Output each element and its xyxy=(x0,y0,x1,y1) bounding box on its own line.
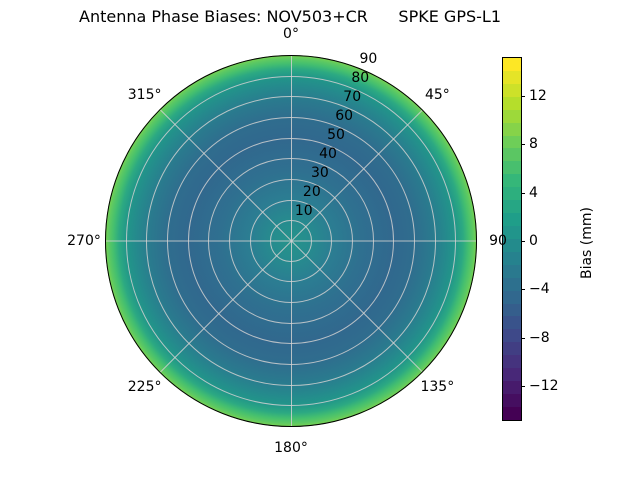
radial-tick-label: 10 xyxy=(294,202,313,219)
angular-tick-label: 135° xyxy=(420,379,455,396)
colorbar-band xyxy=(503,174,521,188)
colorbar-tick xyxy=(521,289,525,291)
colorbar-band xyxy=(503,148,521,162)
colorbar-band xyxy=(503,316,521,330)
colorbar-band xyxy=(503,277,521,291)
page-title: Antenna Phase Biases: NOV503+CR SPKE GPS… xyxy=(79,7,501,26)
colorbar-tick xyxy=(521,144,525,146)
angular-tick-label: 90 xyxy=(489,233,507,249)
colorbar-band xyxy=(503,200,521,214)
colorbar-axis-label: Bias (mm) xyxy=(579,206,595,280)
colorbar-band xyxy=(503,109,521,123)
colorbar-band xyxy=(503,225,521,239)
colorbar-band xyxy=(503,406,521,420)
grid-circle xyxy=(125,75,457,407)
colorbar-band xyxy=(503,303,521,317)
colorbar-band xyxy=(503,355,521,369)
colorbar-tick-label: 0 xyxy=(529,233,538,250)
radial-tick-label: 80 xyxy=(351,69,370,86)
angular-tick-label: 45° xyxy=(424,86,450,103)
radial-tick-label: 70 xyxy=(343,88,362,105)
colorbar-band xyxy=(503,393,521,407)
colorbar-band xyxy=(503,161,521,175)
colorbar-band xyxy=(503,122,521,136)
colorbar-band xyxy=(503,135,521,149)
colorbar-tick xyxy=(521,241,525,243)
polar-disk xyxy=(105,55,477,427)
colorbar-band xyxy=(503,264,521,278)
colorbar-band xyxy=(503,96,521,110)
colorbar-band xyxy=(503,368,521,382)
colorbar-tick-label: 12 xyxy=(529,87,547,104)
colorbar-band xyxy=(503,238,521,252)
colorbar-band xyxy=(503,290,521,304)
radial-tick-label: 40 xyxy=(319,145,337,162)
radial-tick-label: 30 xyxy=(310,164,329,181)
radial-tick-label: 50 xyxy=(327,126,345,143)
colorbar-tick xyxy=(521,192,525,194)
colorbar-band xyxy=(503,187,521,201)
angular-tick-label: 270° xyxy=(67,233,101,249)
colorbar-tick xyxy=(521,386,525,388)
colorbar-tick-label: 4 xyxy=(529,184,538,201)
angular-tick-label: 315° xyxy=(127,86,162,103)
colorbar-tick-label: −4 xyxy=(529,281,550,298)
colorbar-band xyxy=(503,342,521,356)
angular-tick-label: 0° xyxy=(283,26,299,42)
colorbar-band xyxy=(503,70,521,84)
colorbar-band xyxy=(503,381,521,394)
angular-tick-label: 225° xyxy=(127,379,162,396)
colorbar-tick xyxy=(521,95,525,97)
radial-tick-label: 60 xyxy=(335,107,354,124)
colorbar-band xyxy=(503,329,521,343)
colorbar-tick xyxy=(521,337,525,339)
colorbar-band xyxy=(503,213,521,226)
angular-tick-label: 180° xyxy=(274,440,308,456)
radial-tick-label: 20 xyxy=(302,183,321,200)
colorbar-tick-label: −8 xyxy=(529,329,550,346)
radial-tick-label: 90 xyxy=(359,50,378,67)
colorbar-band xyxy=(503,251,521,265)
colorbar-band xyxy=(503,83,521,97)
colorbar-bar xyxy=(502,57,522,421)
colorbar-tick-label: −12 xyxy=(529,378,559,395)
colorbar-band xyxy=(503,58,521,71)
colorbar-tick-label: 8 xyxy=(529,136,538,153)
